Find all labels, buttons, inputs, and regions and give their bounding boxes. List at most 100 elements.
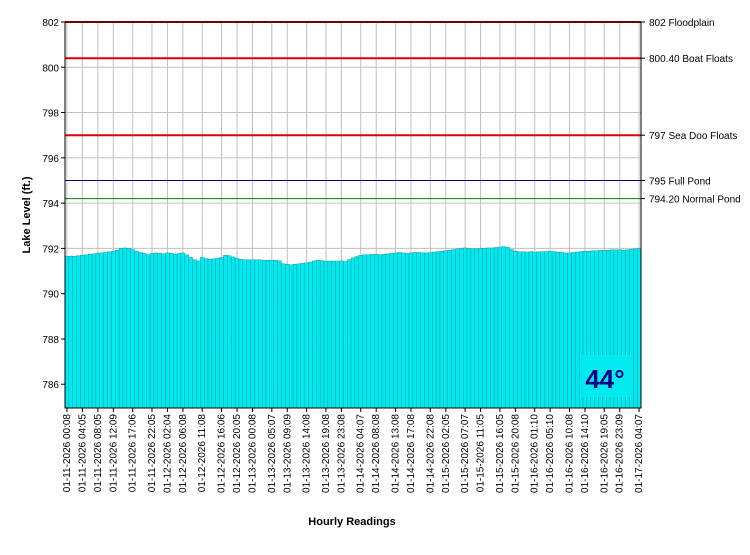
- area-bar: [265, 259, 271, 409]
- area-bar: [72, 255, 77, 409]
- area-bar: [292, 264, 298, 409]
- area-bar: [64, 256, 70, 409]
- x-tick-label: 01-16-2026 10:08: [564, 414, 575, 493]
- x-tick-label: 01-11-2026 17:06: [128, 414, 139, 493]
- area-bar: [277, 260, 282, 409]
- area-bar: [517, 251, 522, 409]
- area-bar: [180, 252, 186, 409]
- area-bar: [99, 252, 104, 409]
- x-tick-label: 01-13-2026 19:08: [321, 414, 332, 493]
- area-bar: [242, 259, 247, 409]
- area-bar: [636, 248, 642, 409]
- area-bar: [316, 259, 321, 409]
- area-bar: [551, 251, 557, 409]
- area-bar: [389, 253, 394, 409]
- area-bar: [223, 255, 228, 409]
- area-bar: [254, 259, 259, 409]
- x-tick-label: 01-13-2026 00:08: [247, 414, 258, 493]
- area-bar: [490, 247, 495, 409]
- x-tick-label: 01-11-2026 08:05: [93, 414, 104, 493]
- area-bar: [335, 260, 340, 409]
- y-tick-label: 802: [42, 18, 59, 29]
- area-bar: [432, 251, 437, 409]
- area-bar: [567, 252, 572, 409]
- area-bar: [192, 259, 197, 409]
- area-bar: [370, 254, 375, 409]
- x-tick-label: 01-12-2026 06:08: [178, 414, 189, 493]
- x-tick-label: 01-15-2026 02:05: [441, 414, 452, 493]
- area-bar: [250, 259, 255, 409]
- area-bar: [258, 259, 263, 409]
- area-bar: [227, 255, 232, 409]
- area-bar: [138, 252, 143, 409]
- area-bar: [420, 252, 425, 409]
- area-bar: [176, 253, 182, 409]
- area-bar: [459, 248, 464, 409]
- area-bar: [520, 251, 526, 409]
- y-tick-label: 798: [42, 109, 59, 120]
- x-tick-label: 01-16-2026 05:10: [545, 414, 556, 493]
- area-bar: [331, 260, 336, 409]
- y-tick-label: 796: [42, 154, 59, 165]
- area-bar: [462, 247, 468, 409]
- x-tick-label: 01-12-2026 11:08: [197, 414, 208, 493]
- area-bar: [126, 248, 131, 409]
- area-bar: [304, 262, 309, 409]
- area-bar: [134, 250, 139, 409]
- area-bar: [130, 249, 135, 409]
- x-tick-label: 01-13-2026 23:08: [336, 414, 347, 493]
- area-bar: [509, 249, 514, 409]
- area-bar: [289, 264, 294, 409]
- area-bar: [88, 254, 93, 409]
- area-bar: [443, 250, 448, 409]
- area-bar: [122, 247, 128, 409]
- y-tick-label: 788: [42, 335, 59, 346]
- area-bar: [412, 252, 417, 409]
- area-bar: [296, 263, 301, 409]
- x-tick-label: 01-13-2026 14:08: [302, 414, 313, 493]
- area-bar: [374, 254, 379, 409]
- area-bar: [474, 248, 479, 409]
- area-bar: [300, 263, 305, 409]
- area-bar: [451, 249, 456, 409]
- area-bar: [68, 255, 73, 409]
- area-bar: [405, 253, 410, 409]
- area-bar: [575, 251, 580, 409]
- area-bar: [169, 253, 174, 409]
- area-bar: [273, 259, 278, 409]
- area-bar: [366, 254, 371, 409]
- area-bar: [91, 253, 97, 409]
- area-bar: [377, 254, 383, 409]
- area-bar: [408, 252, 414, 409]
- y-axis-label: Lake Level (ft.): [21, 176, 33, 253]
- area-bar: [238, 259, 244, 409]
- y-tick-label: 800: [42, 63, 59, 74]
- area-bar: [142, 253, 147, 409]
- area-bar: [555, 251, 560, 409]
- area-bar: [200, 257, 205, 409]
- area-bar: [231, 256, 236, 409]
- area-bar: [563, 252, 568, 409]
- x-tick-label: 01-14-2026 08:08: [371, 414, 382, 493]
- area-bar: [505, 247, 510, 409]
- area-bar: [339, 260, 344, 409]
- area-bar: [513, 250, 518, 409]
- x-tick-label: 01-16-2026 23:09: [615, 414, 626, 493]
- area-bar: [203, 258, 209, 409]
- area-bar: [571, 252, 576, 409]
- x-tick-label: 01-11-2026 04:05: [77, 414, 88, 493]
- area-bar: [540, 251, 545, 409]
- area-bar: [524, 251, 530, 409]
- area-bar: [234, 258, 240, 409]
- area-bar: [482, 248, 487, 409]
- area-bar: [118, 248, 124, 409]
- reference-label: 802 Floodplain: [649, 18, 715, 29]
- area-bar: [84, 254, 89, 409]
- x-tick-label: 01-14-2026 04:07: [356, 414, 367, 493]
- temperature-text: 44°: [585, 364, 624, 394]
- reference-label: 795 Full Pond: [649, 176, 711, 187]
- x-tick-label: 01-11-2026 12:09: [108, 414, 119, 493]
- x-tick-label: 01-11-2026 00:08: [62, 414, 73, 493]
- area-bar: [347, 259, 352, 409]
- area-bar: [165, 252, 170, 409]
